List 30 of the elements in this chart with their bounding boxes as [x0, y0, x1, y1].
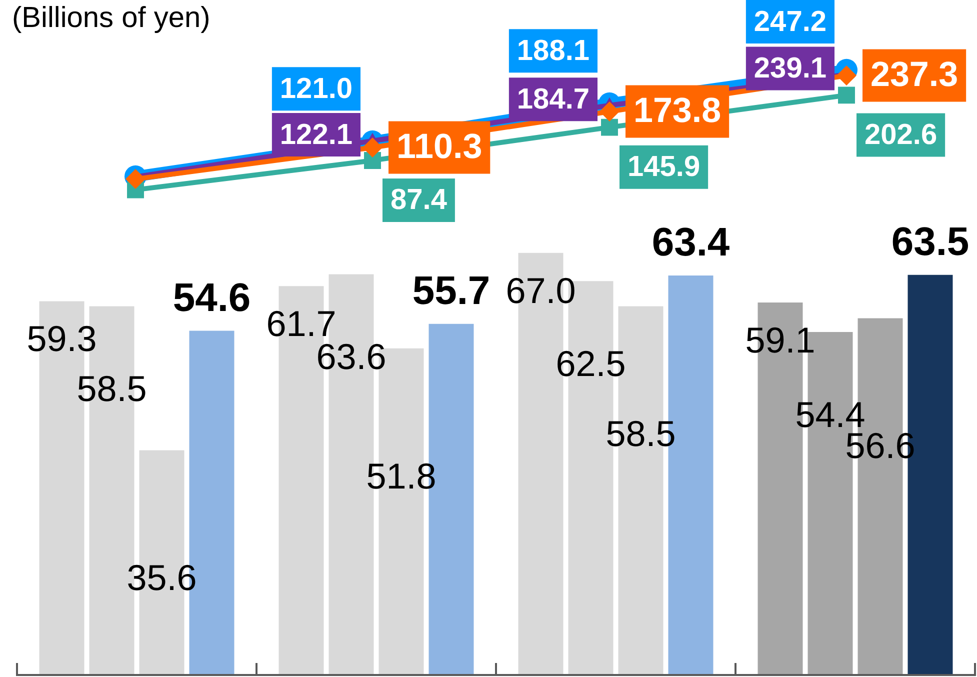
data-label: 67.0 — [506, 270, 576, 311]
data-label: 63.5 — [891, 220, 970, 264]
data-label: 87.4 — [390, 184, 447, 216]
data-label: 247.2 — [754, 6, 827, 38]
data-label: 58.5 — [606, 413, 676, 454]
point — [838, 86, 855, 104]
point — [126, 169, 146, 190]
data-label: 59.1 — [745, 319, 816, 360]
data-label: 239.1 — [754, 52, 827, 85]
data-label: 121.0 — [280, 72, 353, 105]
point — [364, 152, 381, 169]
chart-title: (Billions of yen) — [12, 1, 210, 36]
point — [601, 118, 618, 136]
data-label: 173.8 — [633, 91, 722, 130]
data-label: 184.7 — [516, 83, 590, 116]
data-label: 35.6 — [126, 557, 197, 598]
data-label: 122.1 — [280, 118, 353, 151]
data-label: 110.3 — [396, 127, 482, 166]
data-label: 51.8 — [366, 455, 436, 496]
data-label: 202.6 — [864, 118, 938, 151]
data-label: 54.6 — [172, 276, 251, 320]
data-label: 55.7 — [412, 268, 490, 313]
data-label: 145.9 — [627, 151, 700, 184]
data-label: 237.3 — [870, 55, 958, 94]
data-label: 188.1 — [516, 34, 590, 67]
point — [836, 66, 856, 86]
data-label: 59.3 — [26, 318, 97, 360]
data-label: 62.5 — [556, 343, 626, 384]
data-label: 63.4 — [652, 220, 730, 264]
data-label: 58.5 — [76, 368, 147, 410]
